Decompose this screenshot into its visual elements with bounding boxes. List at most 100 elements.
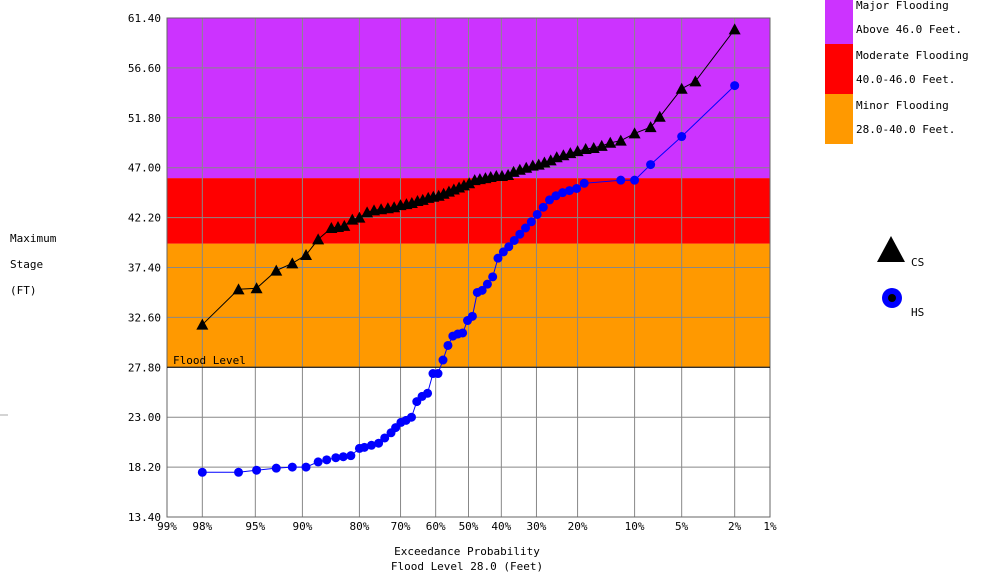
- y-tick-label: 61.40: [128, 12, 161, 25]
- hs-point: [458, 328, 468, 338]
- hs-point: [423, 388, 433, 398]
- cs-point: [595, 139, 608, 151]
- legend-band-range-0: Above 46.0 Feet.: [856, 23, 962, 36]
- x-tick-label: 5%: [675, 520, 689, 533]
- y-tick-label: 51.80: [128, 112, 161, 125]
- hs-point: [646, 160, 656, 170]
- y-tick-label: 47.00: [128, 162, 161, 175]
- x-tick-label: 80%: [349, 520, 369, 533]
- plot-frame: [166, 17, 771, 518]
- x-tick-label: 90%: [292, 520, 312, 533]
- x-tick-label: 30%: [527, 520, 547, 533]
- hs-point: [579, 178, 589, 188]
- hs-point: [271, 463, 281, 473]
- y-tick-label: 13.40: [128, 511, 161, 524]
- hs-point: [572, 183, 582, 193]
- hs-point: [380, 433, 390, 443]
- cs-point: [604, 136, 617, 148]
- hs-point: [366, 440, 376, 450]
- x-tick-label: 20%: [568, 520, 588, 533]
- hs-point: [515, 229, 525, 239]
- cs-point: [338, 219, 351, 231]
- hs-point: [504, 242, 514, 252]
- legend-swatch-2: [825, 94, 853, 144]
- hs-point: [493, 253, 503, 263]
- x-tick-label: 10%: [625, 520, 645, 533]
- legend-swatch-1: [825, 44, 853, 94]
- hs-point: [433, 369, 443, 379]
- x-tick-label: 40%: [491, 520, 511, 533]
- series-markers: [196, 23, 741, 477]
- x-tick-label: 1%: [763, 520, 777, 533]
- x-axis-label: Exceedance Probability Flood Level 28.0 …: [391, 545, 543, 573]
- y-axis-label: Maximum Stage (FT): [10, 232, 57, 297]
- hs-point: [482, 279, 492, 289]
- hs-point: [346, 451, 356, 461]
- y-tick-label: 18.20: [128, 461, 161, 474]
- cs-point: [628, 127, 641, 139]
- hs-point: [521, 223, 531, 233]
- hs-point: [197, 467, 207, 477]
- cs-point: [232, 283, 245, 295]
- hs-point: [287, 462, 297, 472]
- cs-point: [312, 233, 325, 245]
- hs-point: [301, 462, 311, 472]
- hs-point: [406, 412, 416, 422]
- hs-point: [564, 186, 574, 196]
- hs-point: [252, 465, 262, 475]
- legend-band-range-1: 40.0-46.0 Feet.: [856, 73, 955, 86]
- y-tick-label: 56.60: [128, 62, 161, 75]
- hs-point: [677, 132, 687, 142]
- cs-point: [675, 82, 688, 94]
- hs-point: [558, 188, 568, 198]
- xlabel-line-1: Exceedance Probability: [394, 545, 540, 558]
- y-tick-label: 32.60: [128, 311, 161, 324]
- ylabel-line-3: (FT): [10, 284, 37, 297]
- hs-point: [526, 217, 536, 227]
- flood-level-group: Flood Level: [173, 354, 246, 367]
- cs-point: [728, 23, 741, 35]
- y-tick-label: 27.80: [128, 361, 161, 374]
- hs-point: [443, 340, 453, 350]
- hs-point: [488, 272, 498, 282]
- cs-point: [544, 154, 557, 166]
- hs-legend-marker-center: [888, 294, 896, 302]
- legend-band-title-1: Moderate Flooding: [856, 49, 969, 62]
- x-tick-label: 99%: [157, 520, 177, 533]
- ylabel-line-2: Stage: [10, 258, 43, 271]
- x-tick-label: 98%: [192, 520, 212, 533]
- cs-point: [250, 282, 263, 294]
- cs-point: [270, 264, 283, 276]
- hs-point: [322, 455, 332, 465]
- legend-band-title-0: Major Flooding: [856, 0, 949, 12]
- hs-point: [313, 457, 323, 467]
- x-tick-label: 60%: [426, 520, 446, 533]
- hs-point: [467, 311, 477, 321]
- hs-legend-label: HS: [911, 306, 924, 319]
- ylabel-line-1: Maximum: [10, 232, 57, 245]
- cs-point: [653, 110, 666, 122]
- hs-point: [544, 195, 554, 205]
- cs-point: [614, 134, 627, 146]
- cs-point: [644, 121, 657, 133]
- flood-legend: Major Flooding Above 46.0 Feet. Moderate F…: [825, 0, 969, 144]
- hs-point: [532, 209, 542, 219]
- x-tick-labels: 99% 98% 95% 90% 80% 70% 60% 50% 40% 30% 20% 10% 5% 2%…: [157, 520, 777, 533]
- cs-point: [502, 168, 515, 180]
- cs-point: [196, 318, 209, 330]
- legend-band-range-2: 28.0-40.0 Feet.: [856, 123, 955, 136]
- y-tick-label: 23.00: [128, 411, 161, 424]
- x-tick-label: 2%: [728, 520, 742, 533]
- hs-point: [338, 452, 348, 462]
- flood-level-label: Flood Level: [173, 354, 246, 367]
- x-tick-label: 95%: [245, 520, 265, 533]
- hs-point: [331, 453, 341, 463]
- cs-point: [300, 249, 313, 261]
- xlabel-line-2: Flood Level 28.0 (Feet): [391, 560, 543, 573]
- y-tick-labels: 13.40 18.20 23.00 27.80 32.60 37.40 42.20 47.00…: [128, 12, 161, 524]
- legend-swatch-0: [825, 0, 853, 44]
- hs-point: [538, 202, 548, 212]
- series-legend: CS HS: [877, 236, 924, 319]
- hs-point: [616, 175, 626, 185]
